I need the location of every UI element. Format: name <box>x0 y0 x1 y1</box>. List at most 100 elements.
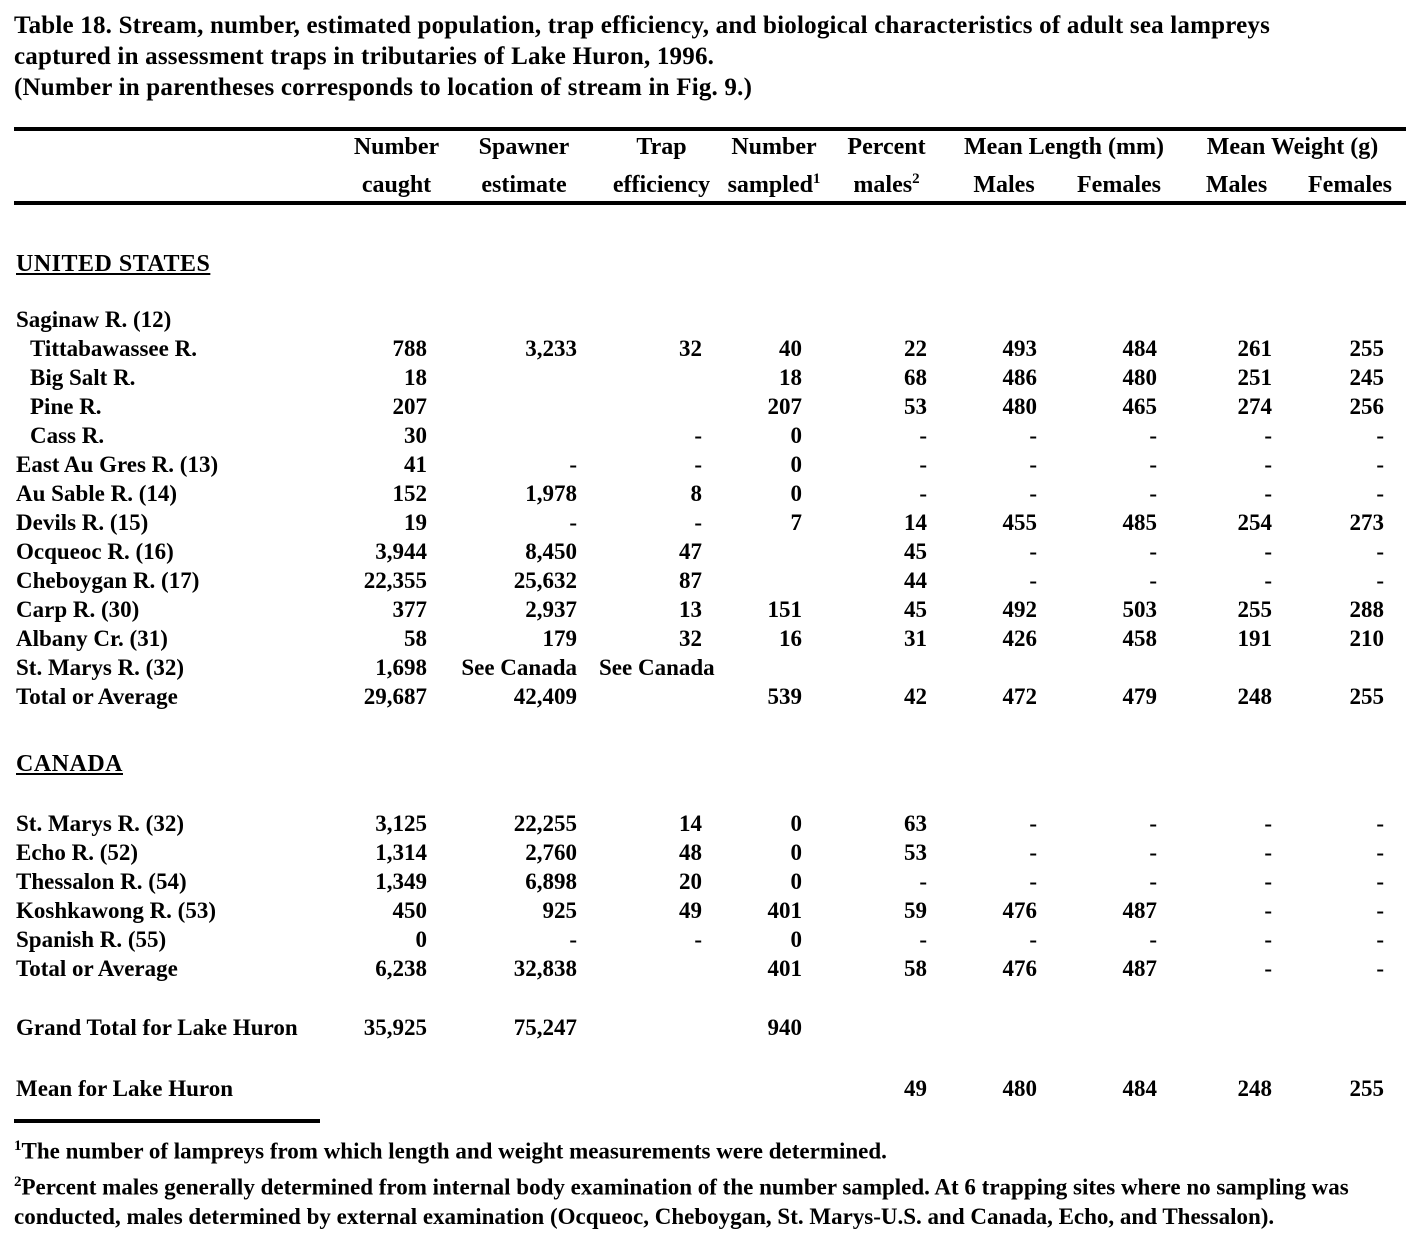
col-percent-males-l2: males2 <box>853 171 920 198</box>
value-cell: - <box>1376 539 1385 564</box>
col-number-sampled-l1: Number <box>731 134 817 160</box>
value-cell: 261 <box>1237 336 1273 361</box>
footnote-2: 2Percent males generally determined from… <box>14 1167 1402 1233</box>
value-cell: 472 <box>1002 684 1038 709</box>
value-cell <box>1059 1013 1179 1042</box>
value-cell: - <box>1264 956 1272 981</box>
value-cell: 32,838 <box>513 956 577 981</box>
value-cell: 29,687 <box>363 684 427 709</box>
value-cell: - <box>1376 423 1385 448</box>
value-cell <box>1179 1013 1294 1042</box>
value-cell: 0 <box>790 452 803 477</box>
section-header-row: UNITED STATES <box>14 249 1406 279</box>
table-row: Big Salt R. 18 18 68 486 480 251 245 <box>14 363 1406 392</box>
value-cell: - <box>919 481 927 506</box>
value-cell: 16 <box>779 626 802 651</box>
value-cell: 14 <box>679 811 702 836</box>
value-cell <box>449 1074 599 1103</box>
stream-name-cell: St. Marys R. (32) <box>16 655 184 680</box>
value-cell: 1,314 <box>375 840 427 865</box>
value-cell: 480 <box>1122 365 1158 390</box>
stream-name-cell: Mean for Lake Huron <box>16 1076 234 1101</box>
table-row: Devils R. (15) 19 - - 7 14 455 485 254 273 <box>14 508 1406 537</box>
value-cell: 788 <box>392 336 428 361</box>
value-cell: 255 <box>1349 684 1385 709</box>
value-cell: 426 <box>1002 626 1038 651</box>
value-cell: 32 <box>679 336 702 361</box>
value-cell: 458 <box>1122 626 1158 651</box>
stream-name-cell: Cheboygan R. (17) <box>16 568 200 593</box>
value-cell: 248 <box>1237 684 1273 709</box>
table-row: Koshkawong R. (53) 450 925 49 401 59 476 487 - - <box>14 896 1406 925</box>
value-cell <box>1179 305 1294 334</box>
stream-name-cell: Grand Total for Lake Huron <box>16 1015 298 1040</box>
table-row: St. Marys R. (32) 3,125 22,255 14 0 63 - - - - <box>14 809 1406 838</box>
value-cell <box>1294 1013 1406 1042</box>
value-cell: 479 <box>1122 684 1158 709</box>
value-cell: - <box>1149 423 1157 448</box>
table-row: Echo R. (52) 1,314 2,760 48 0 53 - - - - <box>14 838 1406 867</box>
section-header-cell: CANADA <box>14 749 1406 779</box>
value-cell: 58 <box>904 956 927 981</box>
value-cell: - <box>1264 840 1272 865</box>
value-cell <box>949 305 1059 334</box>
footnote-1-sup: 1 <box>14 1138 22 1154</box>
footnote-2-sup: 2 <box>14 1173 22 1190</box>
value-cell: 44 <box>904 568 927 593</box>
value-cell <box>724 537 824 566</box>
col-number-caught-l2: caught <box>361 172 432 198</box>
value-cell: - <box>1029 481 1037 506</box>
footnote-1-text: The number of lampreys from which length… <box>21 1138 887 1164</box>
col-trap-efficiency-l2: efficiency <box>612 172 711 198</box>
col-spawner-estimate-l2: estimate <box>481 172 567 198</box>
section-label: UNITED STATES <box>16 250 211 277</box>
table-row: Carp R. (30) 377 2,937 13 151 45 492 503 255 288 <box>14 595 1406 624</box>
section-header-row: CANADA <box>14 749 1406 779</box>
value-cell <box>599 1074 724 1103</box>
value-cell: 3,944 <box>375 539 427 564</box>
table-row: Au Sable R. (14) 152 1,978 8 0 - - - - - <box>14 479 1406 508</box>
value-cell: - <box>1149 840 1157 865</box>
table-row: Saginaw R. (12) <box>14 305 1406 334</box>
value-cell: - <box>1029 869 1037 894</box>
value-cell: 45 <box>904 597 927 622</box>
value-cell: - <box>1376 898 1385 923</box>
value-cell <box>449 392 599 421</box>
header-row-2: caught estimate efficiency sampled1 male… <box>14 163 1406 203</box>
value-cell: 1,978 <box>525 481 577 506</box>
value-cell: 492 <box>1002 597 1038 622</box>
stream-name-cell: Total or Average <box>16 956 178 981</box>
value-cell: See Canada <box>461 655 577 680</box>
stream-name-cell: Carp R. (30) <box>16 597 140 622</box>
value-cell: - <box>1376 481 1385 506</box>
value-cell: 925 <box>542 898 578 923</box>
value-cell: 487 <box>1122 956 1158 981</box>
value-cell: - <box>1264 869 1272 894</box>
stream-name-cell: Echo R. (52) <box>16 840 139 865</box>
value-cell: 6,238 <box>375 956 427 981</box>
section-header-cell: UNITED STATES <box>14 249 1406 279</box>
value-cell: 485 <box>1122 510 1158 535</box>
value-cell: - <box>919 869 927 894</box>
value-cell: 450 <box>392 898 428 923</box>
value-cell: - <box>1029 568 1037 593</box>
stream-name-cell: Ocqueoc R. (16) <box>16 539 174 564</box>
value-cell: 255 <box>1237 597 1273 622</box>
footnote-1: 1The number of lampreys from which lengt… <box>14 1131 1402 1167</box>
value-cell: 207 <box>392 394 428 419</box>
value-cell: 476 <box>1002 898 1038 923</box>
value-cell: 455 <box>1002 510 1038 535</box>
value-cell <box>1294 653 1406 682</box>
spacer-cell <box>14 203 1406 249</box>
value-cell: 1,349 <box>375 869 427 894</box>
value-cell: 288 <box>1349 597 1385 622</box>
value-cell: - <box>1376 452 1385 477</box>
value-cell: 486 <box>1002 365 1038 390</box>
footnote-divider <box>14 1119 320 1123</box>
value-cell: 152 <box>392 481 428 506</box>
spacer-row <box>14 983 1406 1013</box>
value-cell: 30 <box>404 423 427 448</box>
value-cell: 22,255 <box>513 811 577 836</box>
value-cell: 0 <box>790 927 803 952</box>
col-mean-length-males: Males <box>973 172 1035 198</box>
